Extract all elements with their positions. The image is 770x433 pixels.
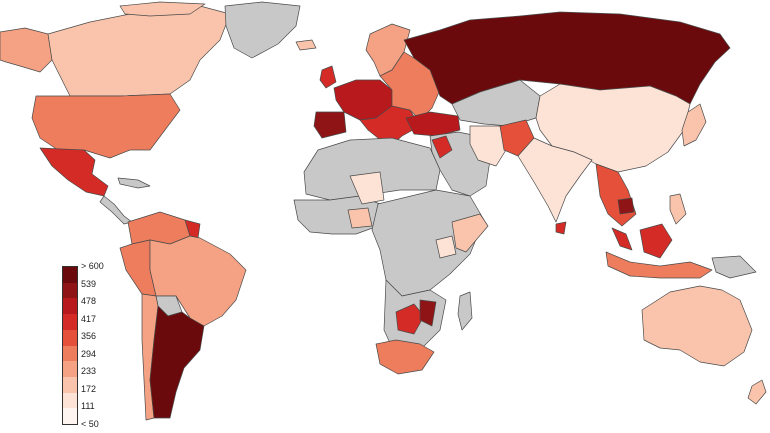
legend-swatch-2: [63, 298, 77, 315]
region-greenland: [224, 1, 301, 59]
legend-swatch-7: [63, 376, 77, 393]
legend-label: 172: [81, 383, 97, 394]
region-uk: [319, 65, 337, 89]
region-cambodia: [617, 197, 635, 215]
region-south-africa: [375, 339, 435, 375]
legend-swatch-3: [63, 314, 77, 330]
region-italy-balkans: [359, 105, 421, 151]
region-papua: [711, 255, 757, 279]
region-usa: [31, 93, 181, 159]
legend-label: 478: [81, 296, 97, 306]
region-syria-iraq: [431, 135, 453, 159]
region-zimbabwe: [395, 303, 425, 335]
legend-label: 294: [81, 348, 97, 359]
region-canada: [47, 5, 231, 97]
region-australia: [641, 285, 753, 367]
legend-swatch-6: [63, 361, 77, 377]
legend-label: 356: [81, 331, 97, 341]
legend-swatch-5: [63, 345, 77, 362]
legend-labels: > 600 539 478 417 356 294 233 172 111 < …: [81, 261, 131, 429]
region-indonesia: [605, 251, 713, 279]
region-canada-arctic: [119, 1, 206, 17]
legend-label: < 50: [81, 418, 99, 429]
legend-swatch-4: [63, 329, 77, 346]
region-horn-of-africa: [451, 213, 489, 253]
region-korea-japan: [681, 103, 707, 147]
legend-swatch-9: [63, 408, 77, 425]
region-madagascar: [457, 291, 473, 331]
region-indochina: [595, 163, 637, 227]
region-turkey: [405, 111, 461, 137]
legend-label: 417: [81, 313, 97, 324]
region-iceland: [295, 39, 317, 51]
region-malaysia: [611, 227, 633, 251]
region-central-america: [99, 195, 133, 225]
region-argentina: [149, 305, 205, 419]
legend-label: 111: [81, 401, 95, 411]
legend-label: > 600: [81, 261, 104, 271]
region-mexico: [39, 147, 109, 197]
region-caribbean: [117, 177, 151, 189]
region-nigeria: [347, 207, 373, 229]
legend-swatch-8: [63, 392, 77, 409]
legend-label: 539: [81, 278, 97, 289]
legend-swatch-0: [63, 267, 77, 283]
legend-swatch-1: [63, 282, 77, 299]
region-philippines: [669, 193, 687, 225]
region-central-africa: [371, 189, 485, 297]
region-india: [517, 137, 593, 223]
region-iberia: [313, 111, 347, 139]
region-sahel-light: [349, 171, 385, 205]
region-mozambique: [419, 299, 437, 327]
region-borneo: [639, 223, 673, 259]
region-sri-lanka: [555, 221, 567, 235]
region-eastern-europe: [379, 51, 441, 121]
region-alaska: [0, 27, 53, 73]
region-new-zealand: [747, 379, 767, 405]
region-china: [535, 83, 691, 173]
region-kenya: [435, 235, 457, 259]
region-north-africa: [303, 137, 441, 201]
region-colombia-venezuela: [127, 211, 191, 245]
legend-color-bar: [62, 266, 78, 425]
legend-label: 233: [81, 366, 97, 376]
